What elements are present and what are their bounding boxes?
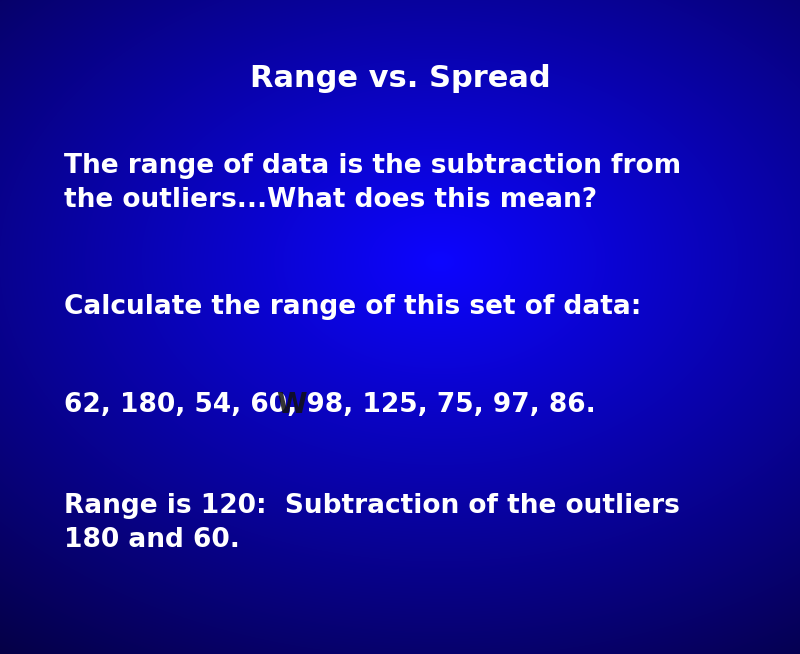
Text: W: W — [276, 392, 306, 419]
Text: The range of data is the subtraction from
the outliers...What does this mean?: The range of data is the subtraction fro… — [64, 153, 681, 213]
Text: Calculate the range of this set of data:: Calculate the range of this set of data: — [64, 294, 642, 320]
Text: Range is 120:  Subtraction of the outliers
180 and 60.: Range is 120: Subtraction of the outlier… — [64, 493, 680, 553]
Text: Range vs. Spread: Range vs. Spread — [250, 64, 550, 93]
Text: 62, 180, 54, 60, 98, 125, 75, 97, 86.: 62, 180, 54, 60, 98, 125, 75, 97, 86. — [64, 392, 596, 419]
